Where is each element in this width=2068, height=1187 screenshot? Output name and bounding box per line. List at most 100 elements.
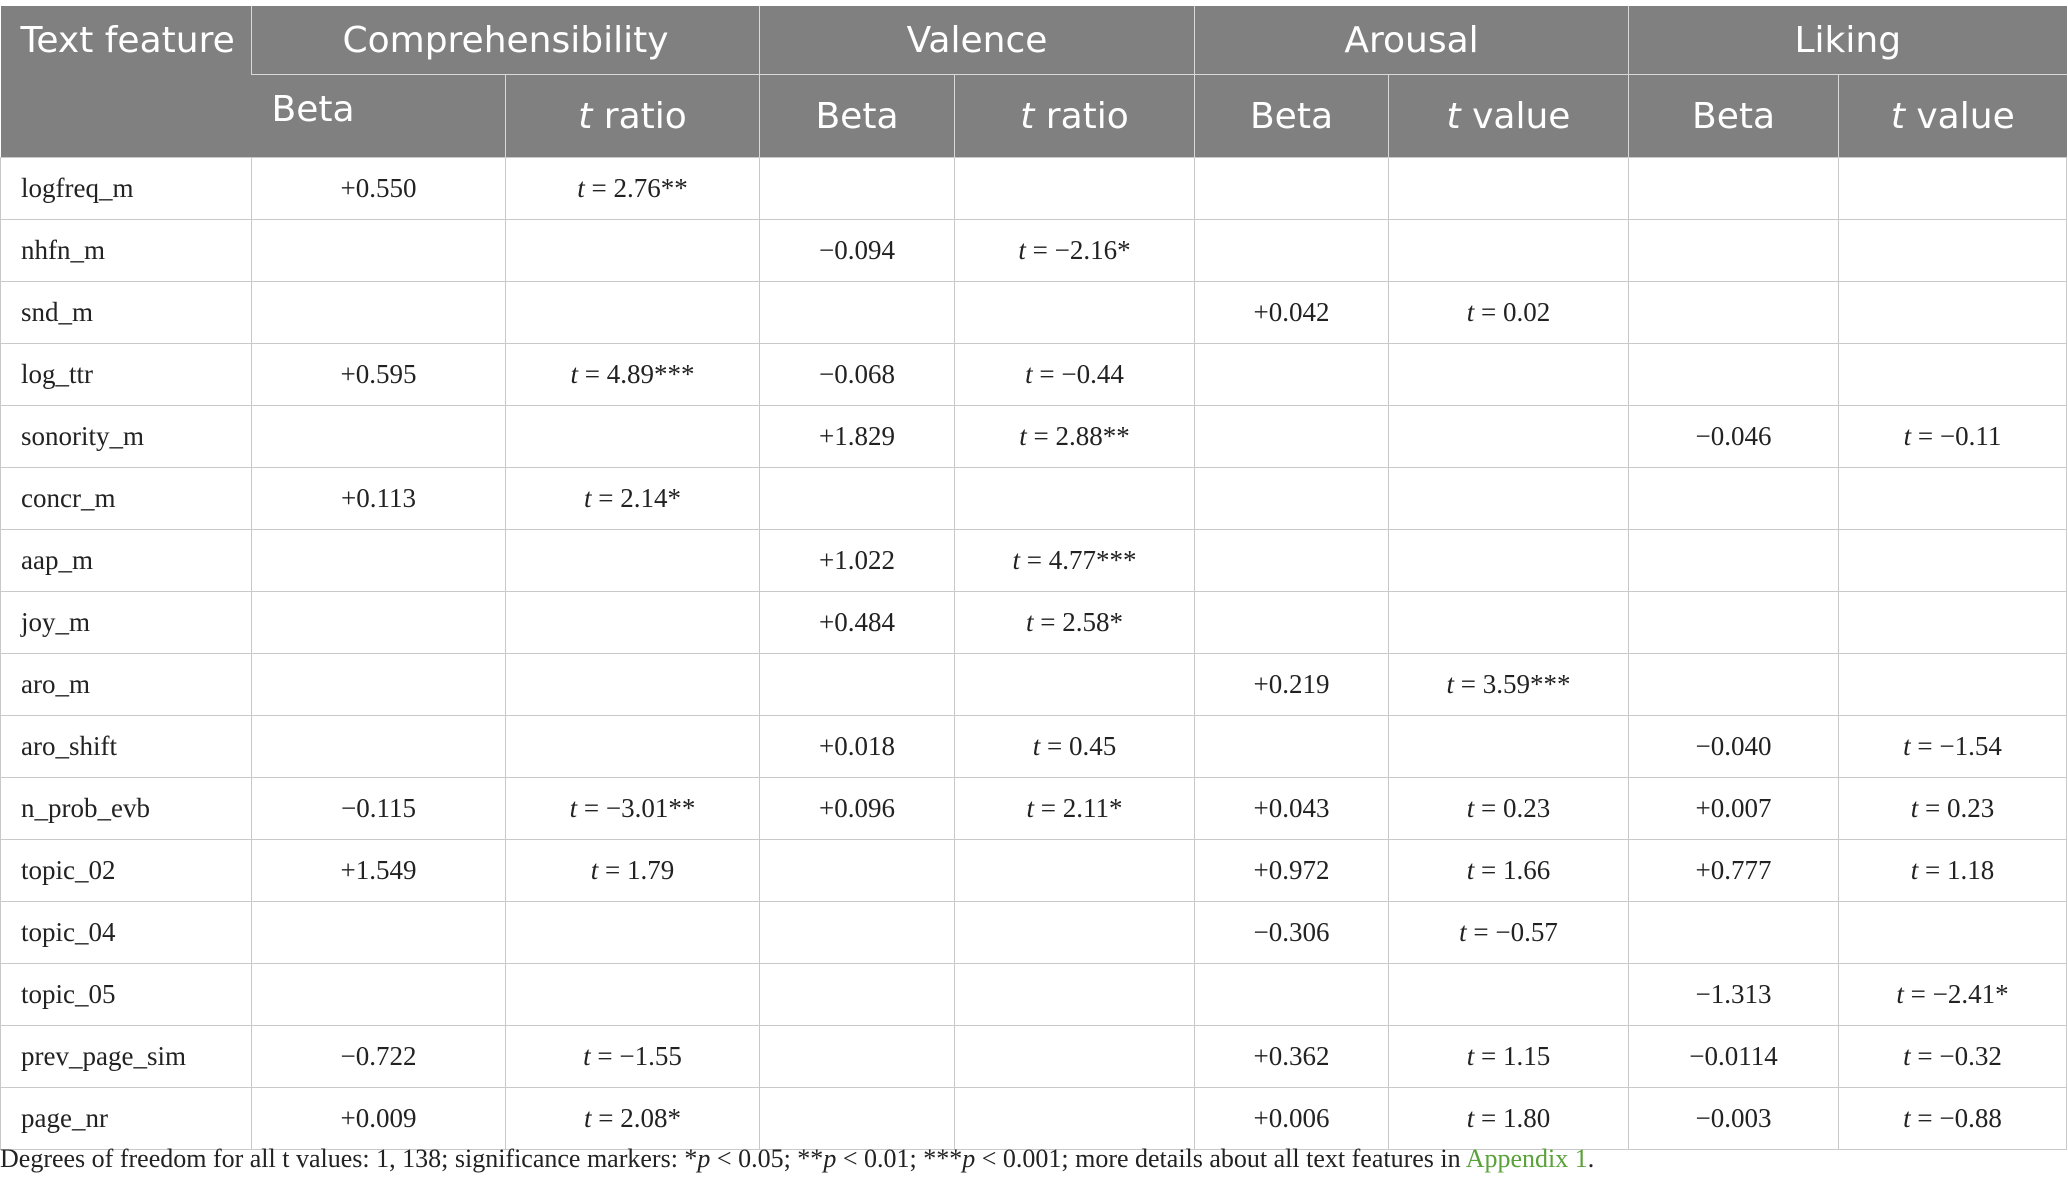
t-value-cell (1387, 591, 1630, 654)
feature-name-cell: aro_shift (0, 715, 252, 778)
beta-cell (1628, 591, 1840, 654)
beta-cell: −0.722 (251, 1025, 506, 1088)
t-value-cell (1387, 405, 1630, 468)
table-row: snd_m +0.042 t = 0.02 (0, 281, 2068, 344)
beta-cell (1194, 157, 1389, 220)
beta-cell: +0.484 (759, 591, 955, 654)
subheader-cell: t value (1838, 74, 2067, 158)
appendix-link[interactable]: Appendix 1 (1465, 1144, 1588, 1173)
header-group-arousal: Arousal (1193, 6, 1629, 75)
subheader-cell: Beta (1628, 74, 1839, 158)
t-value-cell (1387, 343, 1630, 406)
t-value-cell: t = −0.88 (1838, 1087, 2068, 1150)
table-row: logfreq_m +0.550 t = 2.76** (0, 157, 2068, 220)
subheader-italic: t (1890, 95, 1905, 137)
feature-name-cell: concr_m (0, 467, 252, 530)
footnote-p: p (962, 1144, 976, 1173)
t-value-cell (505, 405, 760, 468)
beta-cell (251, 219, 506, 282)
beta-cell: −0.115 (251, 777, 506, 840)
table-row: topic_04 −0.306 t = −0.57 (0, 901, 2068, 964)
beta-cell (1628, 901, 1840, 964)
table-row: n_prob_evb −0.115 t = −3.01** +0.096 t = 2.1… (0, 777, 2068, 840)
regression-table: Text feature Comprehensibility Valence A… (0, 6, 2068, 1150)
t-value-cell (1387, 157, 1630, 220)
beta-cell (1194, 343, 1389, 406)
t-value-cell (505, 591, 760, 654)
footnote-text: < 0.001; more details about all text fea… (975, 1144, 1466, 1173)
feature-name-cell: log_ttr (0, 343, 252, 406)
beta-cell: −0.046 (1628, 405, 1840, 468)
table-row: prev_page_sim −0.722 t = −1.55 +0.362 t = 1.… (0, 1025, 2068, 1088)
beta-cell (251, 653, 506, 716)
t-value-cell: t = 2.08* (505, 1087, 760, 1150)
beta-cell (1194, 591, 1389, 654)
t-value-cell: t = 1.80 (1387, 1087, 1630, 1150)
beta-cell: +1.829 (759, 405, 955, 468)
table-row: topic_02 +1.549 t = 1.79 +0.972 t = 1.66 +0.7… (0, 839, 2068, 902)
beta-cell: +0.595 (251, 343, 506, 406)
t-value-cell (1838, 343, 2068, 406)
t-value-cell: t = 0.23 (1838, 777, 2068, 840)
subheader-italic: t (1446, 95, 1461, 137)
t-value-cell: t = 1.79 (505, 839, 760, 902)
t-value-cell: t = −3.01** (505, 777, 760, 840)
beta-cell (251, 963, 506, 1026)
table-header: Text feature Comprehensibility Valence A… (0, 6, 2067, 158)
t-value-cell: t = 3.59*** (1387, 653, 1630, 716)
t-value-cell (954, 839, 1195, 902)
beta-cell: +1.022 (759, 529, 955, 592)
t-value-cell: t = 4.89*** (505, 343, 760, 406)
beta-cell: +0.042 (1194, 281, 1389, 344)
t-value-cell (1387, 529, 1630, 592)
t-value-cell (1387, 467, 1630, 530)
beta-cell (1628, 157, 1840, 220)
t-value-cell: t = 4.77*** (954, 529, 1195, 592)
beta-cell (759, 281, 955, 344)
beta-cell: −0.068 (759, 343, 955, 406)
t-value-cell (954, 1087, 1195, 1150)
table-row: topic_05 −1.313 t = −2.41* (0, 963, 2068, 1026)
t-value-cell (1838, 219, 2068, 282)
feature-name-cell: n_prob_evb (0, 777, 252, 840)
t-value-cell: t = 2.76** (505, 157, 760, 220)
subheader-label: value (1460, 95, 1571, 137)
t-value-cell (1838, 901, 2068, 964)
footnote-p: p (823, 1144, 837, 1173)
feature-name-cell: aro_m (0, 653, 252, 716)
beta-cell (759, 653, 955, 716)
beta-cell (759, 963, 955, 1026)
table-row: aro_shift +0.018 t = 0.45 −0.040 t = −1.54 (0, 715, 2068, 778)
t-value-cell (954, 281, 1195, 344)
feature-name-cell: logfreq_m (0, 157, 252, 220)
t-value-cell: t = −1.55 (505, 1025, 760, 1088)
subheader-cell: t value (1387, 74, 1629, 158)
beta-cell (251, 281, 506, 344)
table-row: concr_m +0.113 t = 2.14* (0, 467, 2068, 530)
beta-cell (1628, 343, 1840, 406)
table-row: aro_m +0.219 t = 3.59*** (0, 653, 2068, 716)
beta-cell (1628, 529, 1840, 592)
t-value-cell (505, 219, 760, 282)
beta-cell (1628, 653, 1840, 716)
beta-cell (759, 467, 955, 530)
t-value-cell: t = 2.58* (954, 591, 1195, 654)
feature-name-cell: topic_05 (0, 963, 252, 1026)
t-value-cell (505, 529, 760, 592)
header-group-comprehensibility: Comprehensibility (251, 6, 760, 75)
footnote-text: Degrees of freedom for all t values: 1, … (0, 1144, 698, 1173)
beta-cell (759, 839, 955, 902)
beta-cell (1194, 963, 1389, 1026)
beta-cell: +0.550 (251, 157, 506, 220)
feature-name-cell: snd_m (0, 281, 252, 344)
beta-cell: +1.549 (251, 839, 506, 902)
beta-cell: +0.972 (1194, 839, 1389, 902)
beta-cell (759, 1087, 955, 1150)
beta-cell: +0.219 (1194, 653, 1389, 716)
t-value-cell (1838, 653, 2068, 716)
beta-cell (1194, 529, 1389, 592)
beta-cell (1628, 467, 1840, 530)
t-value-cell: t = −0.44 (954, 343, 1195, 406)
subheader-label: Beta (815, 95, 899, 137)
table-row: nhfn_m −0.094 t = −2.16* (0, 219, 2068, 282)
